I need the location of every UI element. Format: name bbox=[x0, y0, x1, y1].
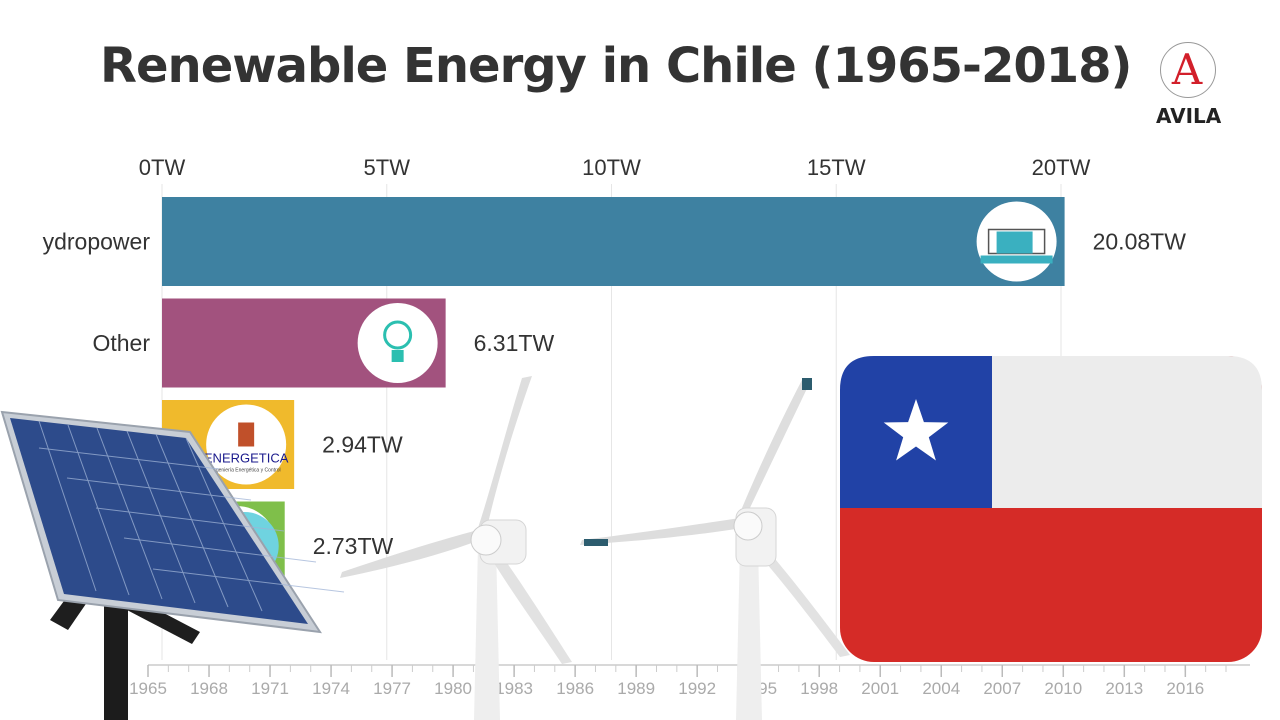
value-label: 20.08TW bbox=[1093, 229, 1187, 255]
page-title: Renewable Energy in Chile (1965-2018) bbox=[100, 38, 1132, 94]
year-label: 1965 bbox=[129, 679, 167, 698]
logo-text: AVILA bbox=[1156, 104, 1222, 128]
circle-icon bbox=[210, 512, 279, 580]
energetica-logo-icon bbox=[238, 422, 255, 447]
value-label: 2.73TW bbox=[313, 533, 394, 559]
year-label: 2013 bbox=[1105, 679, 1143, 698]
year-label: 1986 bbox=[556, 679, 594, 698]
category-label: Other bbox=[92, 330, 150, 356]
x-tick-label: 5TW bbox=[364, 155, 411, 180]
year-label: 1998 bbox=[800, 679, 838, 698]
category-label: ydropower bbox=[43, 229, 151, 255]
x-tick-label: 0TW bbox=[139, 155, 186, 180]
lightbulb-icon-base bbox=[391, 350, 404, 362]
dam-icon-river bbox=[980, 255, 1053, 264]
logo-letter: A bbox=[1171, 45, 1203, 94]
logo-circle bbox=[1160, 42, 1216, 98]
lightbulb-icon bbox=[383, 320, 413, 350]
year-label: 1977 bbox=[373, 679, 411, 698]
x-tick-label: 15TW bbox=[807, 155, 866, 180]
x-tick-label: 10TW bbox=[582, 155, 641, 180]
year-label: 1992 bbox=[678, 679, 716, 698]
value-label: 2.94TW bbox=[322, 432, 403, 458]
year-label: 2016 bbox=[1166, 679, 1204, 698]
year-label: 2004 bbox=[922, 679, 960, 698]
year-label: 1989 bbox=[617, 679, 655, 698]
year-label: 1980 bbox=[434, 679, 472, 698]
x-tick-label: 20TW bbox=[1032, 155, 1091, 180]
brand-name: ENERGETICA bbox=[204, 451, 289, 466]
value-label: 6.31TW bbox=[474, 330, 555, 356]
bar-icon-circle bbox=[357, 303, 438, 383]
avila-logo: A AVILA bbox=[1156, 42, 1222, 134]
year-label: 1974 bbox=[312, 679, 350, 698]
year-label: 2001 bbox=[861, 679, 899, 698]
dam-icon-water bbox=[996, 231, 1033, 254]
year-label: 2007 bbox=[983, 679, 1021, 698]
year-label: 1983 bbox=[495, 679, 533, 698]
category-label: Solar bbox=[96, 432, 150, 458]
year-label: 1971 bbox=[251, 679, 289, 698]
year-label: 1995 bbox=[739, 679, 777, 698]
year-label: 1968 bbox=[190, 679, 228, 698]
brand-subtext: Ingeniería Energética y Control bbox=[212, 468, 281, 474]
bar bbox=[162, 197, 1065, 286]
year-label: 2010 bbox=[1044, 679, 1082, 698]
